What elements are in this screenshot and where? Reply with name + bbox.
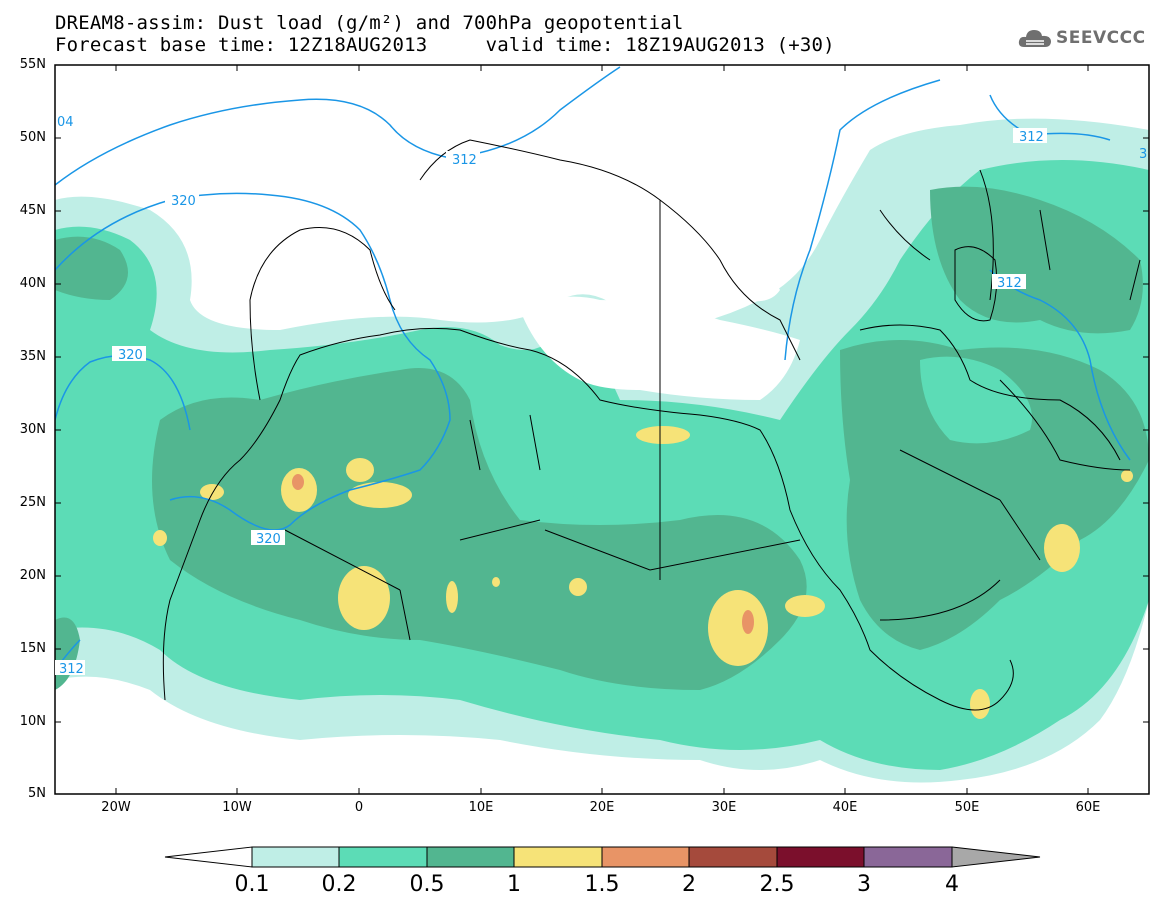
contour-label-3: 3 bbox=[1139, 147, 1147, 162]
contour-label-304: 04 bbox=[57, 115, 74, 130]
lon-label: 20W bbox=[101, 800, 131, 815]
lat-label: 5N bbox=[28, 786, 46, 801]
lat-label: 45N bbox=[19, 203, 46, 218]
map-title: DREAM8-assim: Dust load (g/m²) and 700hP… bbox=[55, 12, 684, 34]
dust-level-1 bbox=[153, 426, 1133, 719]
contour-label-312: 312 bbox=[59, 662, 84, 677]
colorbar-segment bbox=[164, 846, 253, 868]
lat-label: 35N bbox=[19, 349, 46, 364]
dust-level-0.5 bbox=[152, 368, 807, 690]
dust-level-0.2 bbox=[920, 356, 1032, 444]
lon-label: 0 bbox=[354, 800, 364, 815]
lon-label: 20E bbox=[589, 800, 615, 815]
lon-label: 10E bbox=[468, 800, 494, 815]
colorbar-label: 0.5 bbox=[409, 872, 445, 897]
colorbar-label: 1 bbox=[507, 872, 521, 897]
lon-label: 50E bbox=[954, 800, 980, 815]
colorbar-segment bbox=[513, 846, 603, 868]
lat-label: 50N bbox=[19, 130, 46, 145]
lat-label: 15N bbox=[19, 641, 46, 656]
contour-label-312: 312 bbox=[997, 276, 1022, 291]
colorbar-label: 2.5 bbox=[759, 872, 795, 897]
lon-label: 30E bbox=[711, 800, 737, 815]
lat-label: 25N bbox=[19, 495, 46, 510]
contour-label-312: 312 bbox=[452, 153, 477, 168]
cloud-icon bbox=[1018, 30, 1051, 47]
seevccc-logo: SEEVCCC bbox=[1018, 27, 1146, 49]
colorbar-segment bbox=[601, 846, 690, 868]
colorbar-label: 0.1 bbox=[234, 872, 270, 897]
lat-label: 55N bbox=[19, 57, 46, 72]
colorbar-segment bbox=[251, 846, 340, 868]
contour-labels: 320 320 320 312 312 312 312 04 3 bbox=[55, 115, 1147, 677]
colorbar bbox=[164, 846, 1041, 868]
colorbar-label: 2 bbox=[682, 872, 696, 897]
lat-label: 30N bbox=[19, 422, 46, 437]
dust-level-1.5 bbox=[292, 474, 754, 634]
colorbar-label: 1.5 bbox=[584, 872, 620, 897]
colorbar-segment bbox=[863, 846, 953, 868]
contour-label-320: 320 bbox=[118, 348, 143, 363]
colorbar-segment bbox=[688, 846, 778, 868]
dust-level-0.5 bbox=[840, 340, 1149, 650]
colorbar-label: 0.2 bbox=[321, 872, 357, 897]
map-subtitle: Forecast base time: 12Z18AUG2013 valid t… bbox=[55, 34, 835, 56]
dust-free-area bbox=[740, 276, 780, 302]
colorbar-segment bbox=[776, 846, 865, 868]
contour-label-312: 312 bbox=[1019, 130, 1044, 145]
coastlines bbox=[162, 139, 1141, 711]
colorbar-segment bbox=[951, 846, 1041, 868]
lat-label: 40N bbox=[19, 276, 46, 291]
lat-label: 20N bbox=[19, 568, 46, 583]
geopotential-contours bbox=[55, 66, 1131, 671]
lat-label: 10N bbox=[19, 714, 46, 729]
contour-label-320: 320 bbox=[256, 532, 281, 547]
colorbar-segment bbox=[426, 846, 515, 868]
colorbar-label: 4 bbox=[945, 872, 959, 897]
colorbar-segment bbox=[338, 846, 428, 868]
lon-label: 40E bbox=[832, 800, 858, 815]
contour-label-320: 320 bbox=[171, 194, 196, 209]
lon-label: 60E bbox=[1075, 800, 1101, 815]
logo-text: SEEVCCC bbox=[1056, 28, 1146, 48]
dust-level-0.5 bbox=[930, 186, 1143, 334]
lon-label: 10W bbox=[222, 800, 252, 815]
axis-ticks bbox=[55, 64, 1149, 794]
colorbar-label: 3 bbox=[857, 872, 871, 897]
dust-level-0.2 bbox=[560, 447, 727, 507]
dust-field bbox=[55, 65, 1149, 794]
